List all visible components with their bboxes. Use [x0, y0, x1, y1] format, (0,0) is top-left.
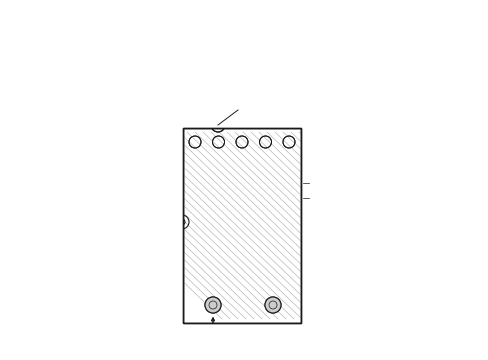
Text: 5: 5 — [325, 178, 332, 188]
Text: 7: 7 — [239, 103, 246, 113]
Text: 7: 7 — [239, 101, 246, 111]
Bar — [301, 0, 488, 360]
Text: 4: 4 — [209, 336, 216, 346]
Text: 5: 5 — [325, 178, 332, 188]
Text: 6: 6 — [325, 193, 332, 203]
Bar — [0, 0, 183, 360]
Text: 1: 1 — [154, 220, 161, 230]
Circle shape — [204, 297, 221, 313]
Text: 18: 18 — [133, 99, 146, 109]
Text: 12: 12 — [161, 230, 174, 240]
Text: 10: 10 — [363, 305, 376, 315]
Text: 17: 17 — [196, 17, 209, 27]
Bar — [383, 100, 471, 285]
Text: 20: 20 — [291, 100, 304, 110]
Text: 1: 1 — [154, 220, 161, 230]
Text: 11: 11 — [375, 345, 388, 355]
Text: 13: 13 — [68, 180, 81, 190]
Text: 22: 22 — [361, 100, 374, 110]
Circle shape — [264, 297, 281, 313]
Text: 19: 19 — [271, 23, 284, 33]
Text: 2: 2 — [59, 263, 65, 273]
Circle shape — [204, 297, 221, 313]
Text: 8: 8 — [435, 83, 442, 93]
Text: 3: 3 — [59, 227, 65, 237]
Text: 9: 9 — [420, 103, 427, 113]
Text: 15: 15 — [83, 65, 97, 75]
Bar — [183, 128, 301, 323]
Text: 13: 13 — [163, 170, 176, 180]
Bar — [183, 128, 301, 323]
Text: 3: 3 — [450, 212, 456, 222]
Text: 23: 23 — [333, 53, 346, 63]
Text: 16: 16 — [72, 33, 85, 43]
Text: 6: 6 — [325, 193, 332, 203]
Text: 4: 4 — [209, 336, 216, 346]
Bar — [0, 0, 488, 128]
Text: 14: 14 — [21, 160, 35, 170]
Bar — [0, 323, 488, 360]
Bar — [183, 128, 301, 323]
Circle shape — [264, 297, 281, 313]
Text: 21: 21 — [299, 30, 312, 40]
